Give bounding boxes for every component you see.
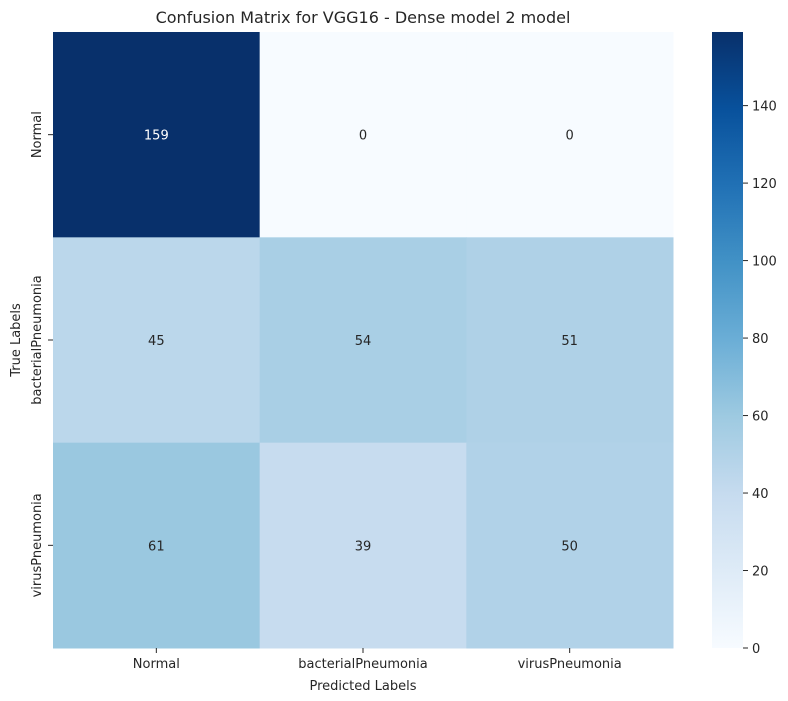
cell-value-label: 0 <box>359 129 367 144</box>
heatmap-cells <box>53 32 674 649</box>
y-axis-ticks: Normal bacterialPneumonia virusPneumonia <box>30 111 53 597</box>
cell-value-label: 39 <box>355 539 372 554</box>
heatmap-cell <box>466 237 674 444</box>
x-tick-label: bacterialPneumonia <box>298 657 428 672</box>
heatmap-cell <box>53 442 261 649</box>
cell-value-label: 45 <box>148 334 165 349</box>
colorbar: 0 20 40 60 80 100 120 140 <box>712 32 777 657</box>
heatmap-cell <box>259 442 467 649</box>
heatmap-cell <box>466 32 674 238</box>
y-tick-label: Normal <box>30 111 45 158</box>
colorbar-tick-label: 100 <box>752 255 777 270</box>
heatmap-cell-labels: 159 0 0 45 54 51 61 39 50 <box>144 129 578 555</box>
colorbar-tick-label: 140 <box>752 100 777 115</box>
heatmap-cell <box>466 442 674 649</box>
colorbar-tick-label: 60 <box>752 410 769 425</box>
cell-value-label: 159 <box>144 129 169 144</box>
y-tick-label: virusPneumonia <box>30 493 45 597</box>
cell-value-label: 61 <box>148 539 165 554</box>
chart-title: Confusion Matrix for VGG16 - Dense model… <box>156 8 571 27</box>
colorbar-tick-label: 80 <box>752 332 769 347</box>
x-axis-ticks: Normal bacterialPneumonia virusPneumonia <box>133 648 622 672</box>
heatmap-cell <box>53 237 261 444</box>
x-tick-label: virusPneumonia <box>518 657 622 672</box>
colorbar-gradient <box>712 32 743 648</box>
heatmap-cell <box>53 32 261 238</box>
cell-value-label: 50 <box>561 539 578 554</box>
y-axis-label: True Labels <box>9 303 24 378</box>
cell-value-label: 54 <box>355 334 372 349</box>
colorbar-tick-label: 0 <box>752 642 760 657</box>
x-axis-label: Predicted Labels <box>309 679 416 694</box>
cell-value-label: 51 <box>561 334 578 349</box>
colorbar-tick-label: 120 <box>752 177 777 192</box>
colorbar-tick-label: 40 <box>752 487 769 502</box>
heatmap-cell <box>259 237 467 444</box>
colorbar-tick-label: 20 <box>752 565 769 580</box>
cell-value-label: 0 <box>566 129 574 144</box>
heatmap-cell <box>259 32 467 238</box>
y-tick-label: bacterialPneumonia <box>30 275 45 405</box>
x-tick-label: Normal <box>133 657 180 672</box>
